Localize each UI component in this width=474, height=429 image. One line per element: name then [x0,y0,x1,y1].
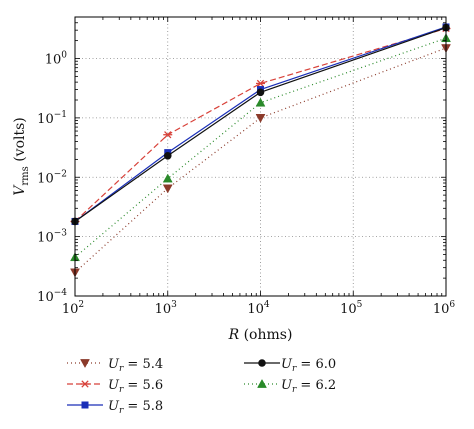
x-tick-label: 104 [247,300,270,317]
series-line [74,27,447,222]
legend-label: Ur = 6.2 [281,378,336,395]
legend-item: Ur = 6.0 [244,357,336,374]
marker-star [256,79,265,88]
series-line [74,27,447,222]
y-axis-label: Vrms (volts) [12,117,31,196]
marker-triangle-down [162,184,173,194]
marker-star [163,131,173,139]
legend-label: Ur = 5.4 [108,357,163,374]
marker-circle [256,88,265,97]
grid [75,17,446,296]
legend: Ur = 5.4 Ur = 5.6 Ur = 5.8 Ur = 6.0 Ur = 6.2 [67,357,336,416]
marker-triangle-down [255,114,266,123]
series-line [74,37,447,258]
marker-star [80,380,90,388]
series-1 [70,24,451,226]
legend-label: Ur = 5.8 [108,399,163,416]
x-tick-label: 102 [62,300,84,317]
marker-circle [163,151,172,160]
series-2 [71,23,450,225]
legend-item: Ur = 6.2 [244,378,336,395]
y-tick-label: 10−1 [37,110,67,127]
marker-triangle-up [162,173,173,183]
y-tick-label: 10−4 [37,288,67,305]
series-line [74,47,447,273]
legend-item: Ur = 5.8 [67,399,163,416]
legend-label: Ur = 6.0 [281,357,336,374]
marker-circle [258,359,266,367]
legend-item: Ur = 5.4 [67,357,163,374]
x-tick-label: 103 [155,300,178,317]
legend-item: Ur = 5.6 [67,378,163,395]
x-tick-label: 105 [340,300,363,317]
legend-label: Ur = 5.6 [108,378,163,395]
series-3 [71,23,450,226]
y-tick-label: 100 [45,51,68,68]
series-line [74,26,447,222]
y-tick-label: 10−3 [37,229,67,246]
y-tick-label: 10−2 [37,169,67,186]
marker-square [81,401,89,409]
marker-triangle-up [257,378,267,388]
tick-layer: 102 103 104 105 106 10−4 10−3 10−2 10−1 100 [37,16,456,317]
marker-triangle-down [80,359,90,369]
x-tick-label: 106 [433,300,456,317]
x-axis-label: R (ohms) [228,327,293,343]
marker-triangle-up [255,97,266,107]
